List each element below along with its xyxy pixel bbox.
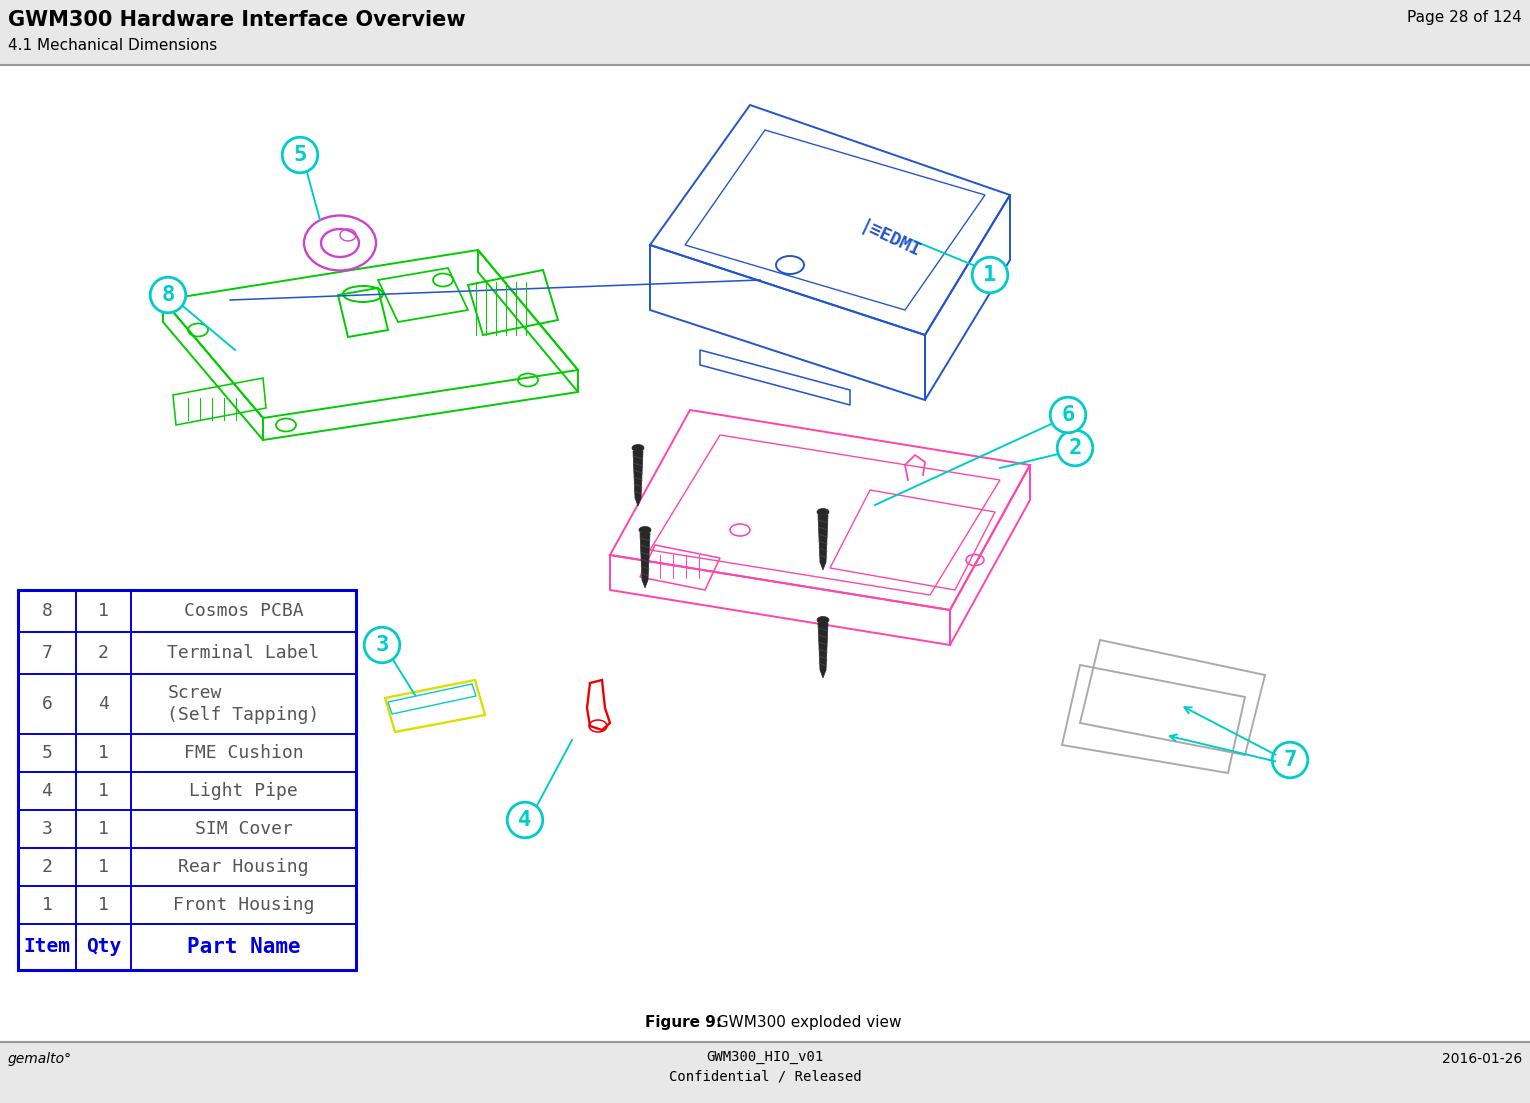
- Text: 1: 1: [98, 820, 109, 838]
- Text: 1: 1: [984, 265, 996, 285]
- Text: FME Cushion: FME Cushion: [184, 745, 303, 762]
- Text: Item: Item: [23, 938, 70, 956]
- Text: 4: 4: [98, 695, 109, 713]
- Text: SIM Cover: SIM Cover: [194, 820, 292, 838]
- Text: 7: 7: [41, 644, 52, 662]
- Text: 3: 3: [41, 820, 52, 838]
- Polygon shape: [643, 580, 649, 588]
- Polygon shape: [820, 670, 826, 678]
- Text: GWM300 exploded view: GWM300 exploded view: [707, 1015, 901, 1030]
- Text: Qty: Qty: [86, 938, 121, 956]
- Text: 1: 1: [98, 896, 109, 914]
- Text: Part Name: Part Name: [187, 938, 300, 957]
- Text: 2016-01-26: 2016-01-26: [1441, 1052, 1522, 1065]
- Bar: [18, 590, 356, 970]
- Text: Front Housing: Front Housing: [173, 896, 314, 914]
- Text: Terminal Label: Terminal Label: [167, 644, 320, 662]
- Bar: [0, 0, 1530, 65]
- Text: 4.1 Mechanical Dimensions: 4.1 Mechanical Dimensions: [8, 38, 217, 53]
- Text: 2: 2: [41, 858, 52, 876]
- Polygon shape: [640, 533, 650, 580]
- Text: GWM300_HIO_v01: GWM300_HIO_v01: [707, 1050, 823, 1064]
- Polygon shape: [819, 515, 828, 563]
- Bar: [0, 1042, 1530, 1103]
- Ellipse shape: [817, 617, 829, 623]
- Text: 5: 5: [294, 144, 306, 165]
- Text: 1: 1: [41, 896, 52, 914]
- Polygon shape: [820, 563, 826, 570]
- Text: 7: 7: [1284, 750, 1297, 770]
- Text: 2: 2: [98, 644, 109, 662]
- Text: Screw
(Self Tapping): Screw (Self Tapping): [167, 684, 320, 724]
- Text: |≡EDMI: |≡EDMI: [857, 218, 924, 261]
- Text: 1: 1: [98, 858, 109, 876]
- Text: 6: 6: [41, 695, 52, 713]
- Ellipse shape: [632, 445, 644, 451]
- Text: 6: 6: [1062, 405, 1074, 425]
- Text: Light Pipe: Light Pipe: [190, 782, 298, 800]
- Text: 4: 4: [41, 782, 52, 800]
- Text: Page 28 of 124: Page 28 of 124: [1408, 10, 1522, 25]
- Text: 2: 2: [1068, 438, 1082, 458]
- Text: 3: 3: [375, 635, 389, 655]
- Text: 8: 8: [41, 602, 52, 620]
- Ellipse shape: [817, 508, 829, 515]
- Ellipse shape: [640, 526, 650, 534]
- Polygon shape: [819, 623, 828, 670]
- Text: 1: 1: [98, 602, 109, 620]
- Text: gemalto°: gemalto°: [8, 1052, 72, 1065]
- Text: 1: 1: [98, 782, 109, 800]
- Text: 1: 1: [98, 745, 109, 762]
- Text: 5: 5: [41, 745, 52, 762]
- Polygon shape: [635, 497, 641, 506]
- Text: 8: 8: [161, 285, 174, 306]
- Text: Figure 9:: Figure 9:: [646, 1015, 722, 1030]
- Polygon shape: [633, 451, 643, 497]
- Text: Confidential / Released: Confidential / Released: [669, 1070, 861, 1084]
- Text: GWM300 Hardware Interface Overview: GWM300 Hardware Interface Overview: [8, 10, 465, 30]
- Text: Cosmos PCBA: Cosmos PCBA: [184, 602, 303, 620]
- Text: Rear Housing: Rear Housing: [179, 858, 309, 876]
- Text: 4: 4: [519, 810, 532, 829]
